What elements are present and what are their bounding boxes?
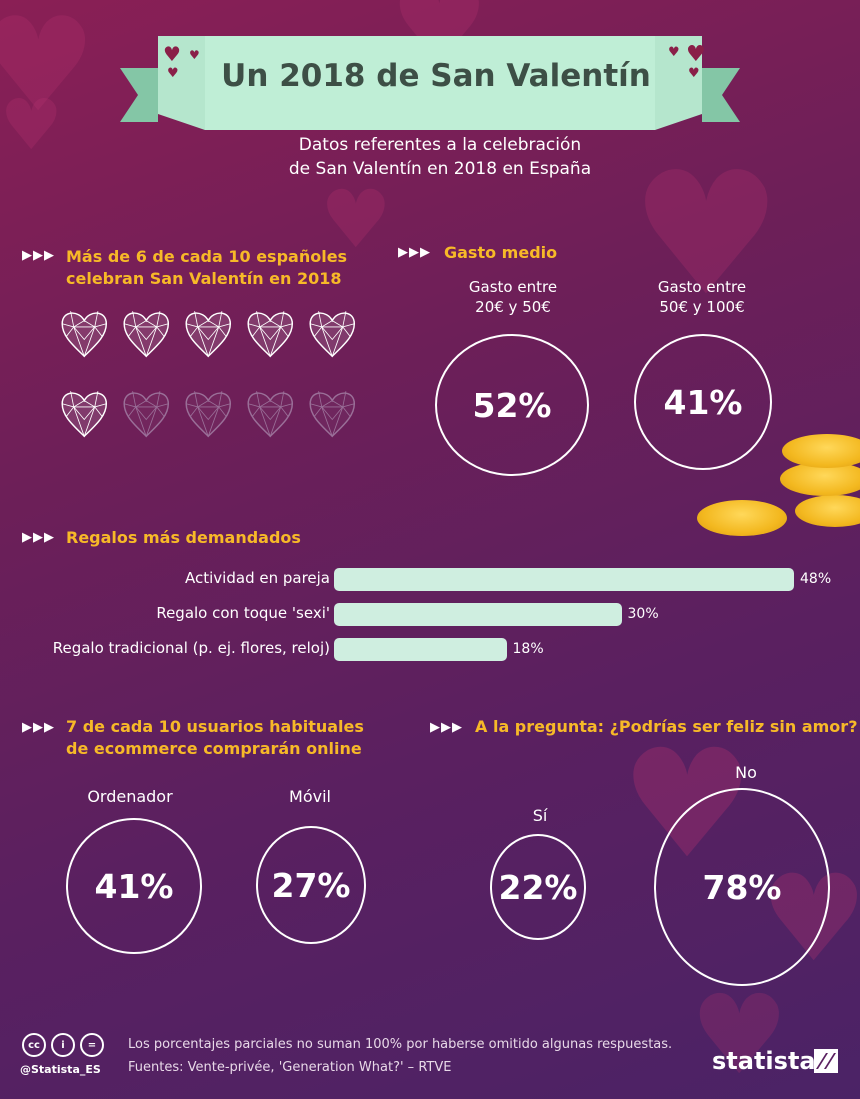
- spend-circle-1: 52%: [435, 334, 589, 476]
- label-line: 20€ y 50€: [475, 298, 551, 316]
- spend-heading: Gasto medio: [444, 243, 558, 262]
- heading-line: 7 de cada 10 usuarios habituales: [66, 717, 364, 736]
- heart-icon: ♥: [668, 45, 680, 60]
- gifts-heading: Regalos más demandados: [66, 528, 301, 547]
- diamond-heart-icon: [309, 391, 356, 438]
- brand-logo: statista: [712, 1047, 816, 1075]
- heading-line: celebran San Valentín en 2018: [66, 269, 342, 288]
- spend-label-1: Gasto entre 20€ y 50€: [433, 277, 593, 317]
- coin-icon: [697, 500, 787, 536]
- footer-sources: Fuentes: Vente-privée, 'Generation What?…: [128, 1060, 452, 1075]
- heart-icon: ♥: [189, 48, 200, 62]
- hearts-grid: [61, 311, 356, 438]
- love-label-no: No: [735, 763, 757, 782]
- heart-icon: ♥: [686, 42, 706, 67]
- arrows-icon: ▶▶▶: [22, 248, 55, 263]
- diamond-heart-icon: [61, 311, 108, 358]
- bar-value-label: 18%: [512, 641, 544, 657]
- ecommerce-label-2: Móvil: [289, 787, 331, 806]
- title-ribbon: [120, 36, 740, 130]
- background-heart-icon: ♥: [320, 173, 392, 266]
- love-circle-no: 78%: [654, 788, 830, 986]
- spend-label-2: Gasto entre 50€ y 100€: [622, 277, 782, 317]
- footer-note: Los porcentajes parciales no suman 100% …: [128, 1037, 673, 1052]
- diamond-heart-icon: [185, 391, 232, 438]
- arrows-icon: ▶▶▶: [22, 530, 55, 545]
- cc-license-icon: cc: [22, 1033, 46, 1057]
- diamond-heart-icon: [123, 311, 170, 358]
- subtitle-line: de San Valentín en 2018 en España: [288, 159, 592, 179]
- background-heart-icon: ♥: [0, 0, 97, 141]
- arrows-icon: ▶▶▶: [430, 720, 463, 735]
- bar: [334, 638, 507, 661]
- bar-label: Actividad en pareja: [185, 569, 330, 587]
- coin-icon: [795, 495, 860, 527]
- diamond-heart-icon: [61, 391, 108, 438]
- bar: [334, 568, 794, 591]
- label-line: 50€ y 100€: [659, 298, 745, 316]
- spend-circle-2: 41%: [634, 334, 772, 470]
- coin-icon: [782, 434, 860, 468]
- heart-icon: ♥: [167, 66, 179, 81]
- bar: [334, 603, 622, 626]
- background-heart-icon: ♥: [630, 136, 783, 334]
- background-heart-icon: ♥: [0, 84, 63, 166]
- heart-icon: ♥: [688, 66, 700, 81]
- bar-label: Regalo tradicional (p. ej. flores, reloj…: [52, 639, 330, 657]
- ecommerce-heading: 7 de cada 10 usuarios habituales de ecom…: [66, 716, 364, 760]
- diamond-heart-icon: [247, 391, 294, 438]
- arrows-icon: ▶▶▶: [398, 245, 431, 260]
- love-heading: A la pregunta: ¿Podrías ser feliz sin am…: [475, 717, 858, 736]
- ecommerce-circle-2: 27%: [256, 826, 366, 944]
- statista-logo-icon: [814, 1049, 838, 1073]
- label-line: Gasto entre: [657, 278, 747, 296]
- bar-value-label: 30%: [627, 606, 659, 622]
- background-heart-icon: ♥: [690, 971, 789, 1099]
- heart-icon: ♥: [163, 42, 181, 66]
- ecommerce-circle-1: 41%: [66, 818, 202, 954]
- love-label-yes: Sí: [532, 806, 548, 825]
- label-line: Gasto entre: [468, 278, 558, 296]
- diamond-heart-icon: [309, 311, 356, 358]
- page-title: Un 2018 de San Valentín: [221, 58, 651, 94]
- diamond-heart-icon: [123, 391, 170, 438]
- celebrate-heading: Más de 6 de cada 10 españoles celebran S…: [66, 246, 347, 290]
- arrows-icon: ▶▶▶: [22, 720, 55, 735]
- heading-line: de ecommerce comprarán online: [66, 739, 362, 758]
- page-subtitle: Datos referentes a la celebración de San…: [230, 133, 650, 181]
- bar-label: Regalo con toque 'sexi': [156, 604, 330, 622]
- attribution-icon: i: [51, 1033, 75, 1057]
- diamond-heart-icon: [247, 311, 294, 358]
- bar-value-label: 48%: [800, 571, 832, 587]
- social-handle: @Statista_ES: [20, 1063, 101, 1076]
- heading-line: Más de 6 de cada 10 españoles: [66, 247, 348, 266]
- love-circle-yes: 22%: [490, 834, 586, 940]
- diamond-heart-icon: [185, 311, 232, 358]
- subtitle-line: Datos referentes a la celebración: [298, 135, 582, 155]
- no-derivatives-icon: =: [80, 1033, 104, 1057]
- ecommerce-label-1: Ordenador: [87, 787, 173, 806]
